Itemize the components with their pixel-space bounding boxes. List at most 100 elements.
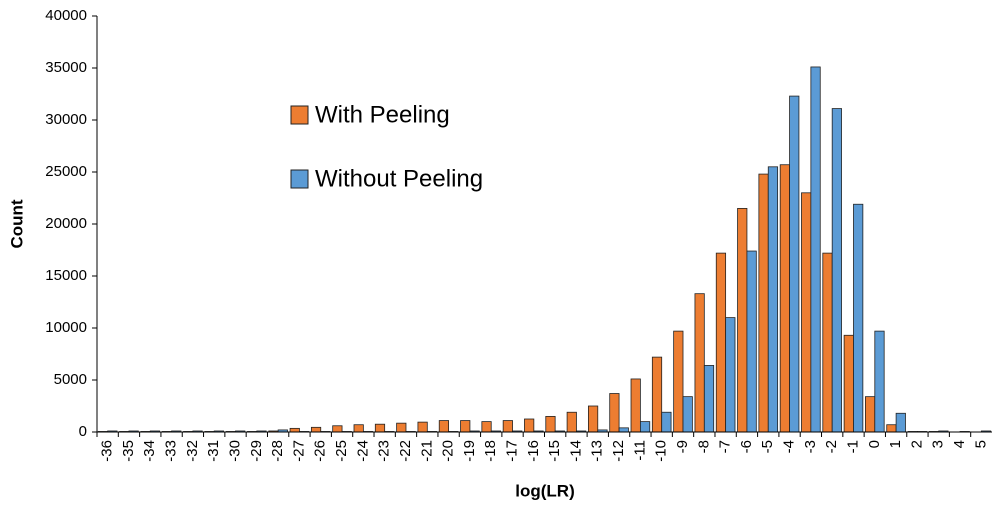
x-tick-label: -32 xyxy=(184,440,201,462)
x-tick-label: -22 xyxy=(397,440,414,462)
x-tick-label: -18 xyxy=(482,440,499,462)
bar xyxy=(438,420,450,433)
x-tick-label: 2 xyxy=(908,440,925,448)
bar xyxy=(289,427,300,433)
x-tick-label: -35 xyxy=(120,440,137,462)
bar xyxy=(822,252,833,433)
bar xyxy=(417,421,428,433)
x-tick-label: -33 xyxy=(163,440,180,462)
x-tick-label: -26 xyxy=(312,440,329,462)
x-tick-label: -11 xyxy=(631,440,648,461)
legend-swatch xyxy=(290,169,309,189)
x-tick-label: -3 xyxy=(802,440,819,453)
x-tick-label: -6 xyxy=(738,440,755,453)
x-tick-label: -4 xyxy=(781,440,798,453)
bar xyxy=(746,250,757,433)
x-tick-label: -30 xyxy=(226,440,243,462)
bar xyxy=(545,415,556,433)
bar xyxy=(831,108,842,433)
x-tick-label: -27 xyxy=(290,440,307,462)
y-tick-label: 10000 xyxy=(45,319,87,336)
x-axis-label: log(LR) xyxy=(515,481,574,500)
bar xyxy=(874,330,885,433)
x-tick-label: -15 xyxy=(546,440,563,462)
bar xyxy=(895,412,906,433)
bar xyxy=(886,424,897,433)
x-tick-label: -28 xyxy=(269,440,286,462)
x-tick-label: -24 xyxy=(354,440,371,462)
bar xyxy=(460,420,471,433)
x-tick-label: 0 xyxy=(866,440,883,448)
bar xyxy=(673,330,684,433)
x-tick-label: -12 xyxy=(610,440,627,462)
x-tick-label: -25 xyxy=(333,440,350,462)
x-tick-label: -29 xyxy=(248,440,265,462)
x-tick-label: -9 xyxy=(674,440,691,453)
x-tick-label: -21 xyxy=(418,440,435,462)
x-tick-label: -2 xyxy=(823,440,840,453)
bar xyxy=(618,427,629,433)
y-tick-label: 20000 xyxy=(45,215,87,232)
bar xyxy=(703,365,715,433)
bar xyxy=(779,164,790,433)
y-tick-label: 15000 xyxy=(45,267,87,284)
x-tick-label: 1 xyxy=(887,440,904,448)
legend-text: Without Peeling xyxy=(315,165,483,192)
y-tick-label: 0 xyxy=(79,423,87,440)
bar xyxy=(566,411,577,433)
bar xyxy=(609,393,620,433)
bar xyxy=(682,396,693,433)
bar xyxy=(524,418,535,433)
y-tick-label: 25000 xyxy=(45,163,87,180)
x-tick-label: -5 xyxy=(759,440,776,453)
x-tick-label: 5 xyxy=(972,440,989,448)
bar xyxy=(353,424,364,433)
bar xyxy=(587,405,599,433)
bar xyxy=(502,420,513,433)
bar xyxy=(481,421,492,433)
x-tick-label: 4 xyxy=(951,440,968,448)
x-tick-label: -17 xyxy=(504,440,521,462)
bar xyxy=(843,334,854,433)
bar xyxy=(865,396,876,433)
bar xyxy=(715,252,727,433)
bar xyxy=(332,425,343,433)
bar xyxy=(374,423,386,433)
x-tick-label: -23 xyxy=(376,440,393,462)
y-tick-label: 40000 xyxy=(45,7,87,24)
x-tick-label: -36 xyxy=(99,440,116,462)
y-tick-label: 5000 xyxy=(54,371,87,388)
bar xyxy=(661,411,672,433)
x-tick-label: -20 xyxy=(440,440,457,462)
bar xyxy=(853,203,864,433)
x-tick-label: -34 xyxy=(141,440,158,462)
x-tick-label: -8 xyxy=(695,440,712,453)
x-tick-label: 3 xyxy=(930,440,947,448)
x-tick-label: -16 xyxy=(525,440,542,462)
x-tick-label: -1 xyxy=(844,440,861,453)
x-tick-label: -10 xyxy=(653,440,670,462)
bar xyxy=(694,293,705,433)
x-tick-label: -7 xyxy=(717,440,734,453)
bar xyxy=(310,426,322,433)
bar xyxy=(737,207,748,433)
bar xyxy=(767,166,779,433)
y-axis-label: Count xyxy=(7,199,26,248)
bar xyxy=(758,173,769,433)
bar xyxy=(789,95,800,433)
bar xyxy=(810,66,821,433)
bar xyxy=(639,421,651,433)
bar xyxy=(396,422,407,433)
x-tick-label: -19 xyxy=(461,440,478,462)
bar xyxy=(651,356,663,433)
y-tick-label: 35000 xyxy=(45,59,87,76)
bar xyxy=(801,192,812,433)
x-tick-label: -13 xyxy=(589,440,606,462)
x-tick-label: -14 xyxy=(567,440,584,462)
legend-swatch xyxy=(290,105,309,125)
legend-text: With Peeling xyxy=(315,101,450,128)
y-tick-label: 30000 xyxy=(45,111,87,128)
bar xyxy=(725,317,736,433)
x-tick-label: -31 xyxy=(205,440,222,462)
